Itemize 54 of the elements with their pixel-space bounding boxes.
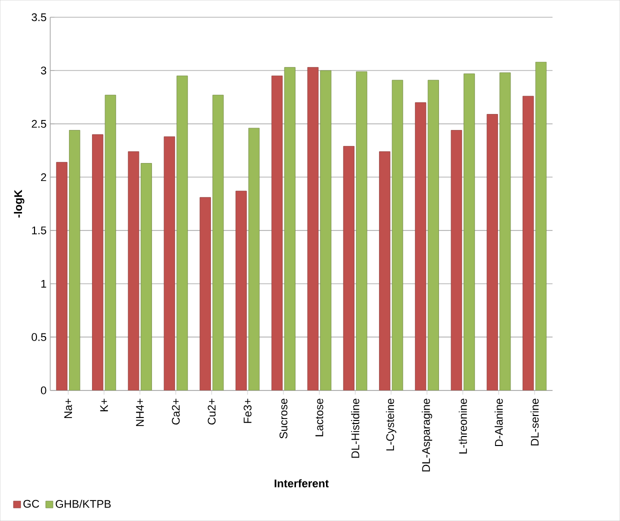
- x-tick-label: Ca2+: [172, 398, 180, 425]
- legend-label: GHB/KTPB: [56, 500, 111, 508]
- legend-label: GC: [23, 500, 40, 508]
- y-axis-title: -logK: [14, 190, 24, 218]
- bar: [248, 128, 260, 390]
- y-tick-label: 1: [41, 280, 46, 288]
- y-tick-label: 3: [40, 66, 46, 74]
- bar: [128, 151, 140, 390]
- bar: [500, 72, 511, 390]
- x-axis-title: Interferent: [274, 479, 329, 488]
- bar: [464, 74, 475, 390]
- bar: [236, 190, 247, 390]
- bar: [522, 96, 534, 390]
- bar: [164, 136, 176, 390]
- bar: [92, 134, 104, 390]
- bar: [271, 76, 283, 390]
- x-tick-label: L-threonine: [458, 398, 467, 454]
- x-tick-label: L-Cysteine: [386, 398, 396, 450]
- x-tick-label: Cu2+: [208, 398, 216, 425]
- bar: [176, 76, 188, 390]
- x-tick-label: DL-Asparagine: [422, 398, 432, 472]
- bar: [428, 80, 439, 390]
- bar: [104, 94, 116, 390]
- bar: [307, 67, 319, 390]
- x-tick-label: Lactose: [315, 398, 324, 436]
- y-tick-label: 2: [41, 173, 46, 182]
- x-tick-label: Fe3+: [244, 398, 252, 423]
- bar: [392, 80, 404, 390]
- x-tick-label: Sucrose: [280, 398, 288, 438]
- y-tick-label: 3.5: [32, 13, 46, 22]
- y-tick-label: 1.5: [32, 226, 46, 234]
- x-tick-label: DL-Histidine: [351, 398, 360, 458]
- bar: [356, 71, 368, 390]
- x-tick-label: K+: [100, 398, 108, 412]
- bar: [343, 146, 354, 390]
- bar: [379, 151, 390, 390]
- x-tick-label: DL-serine: [530, 398, 539, 446]
- y-tick-label: 0: [40, 386, 46, 394]
- bar: [320, 70, 332, 390]
- bar: [486, 114, 498, 390]
- x-tick-label: NH4+: [136, 398, 144, 426]
- bar: [68, 130, 80, 390]
- bar: [535, 62, 547, 390]
- bar: [284, 67, 296, 390]
- x-tick-label: Na+: [64, 398, 72, 418]
- bar: [200, 197, 211, 390]
- bar: [414, 102, 426, 390]
- bar: [212, 94, 224, 390]
- bar: [56, 162, 68, 390]
- bar: [450, 130, 462, 390]
- x-tick-label: D-Alanine: [494, 398, 503, 446]
- y-tick-label: 0.5: [32, 333, 46, 342]
- y-tick-label: 2.5: [32, 120, 46, 128]
- bar: [140, 163, 152, 390]
